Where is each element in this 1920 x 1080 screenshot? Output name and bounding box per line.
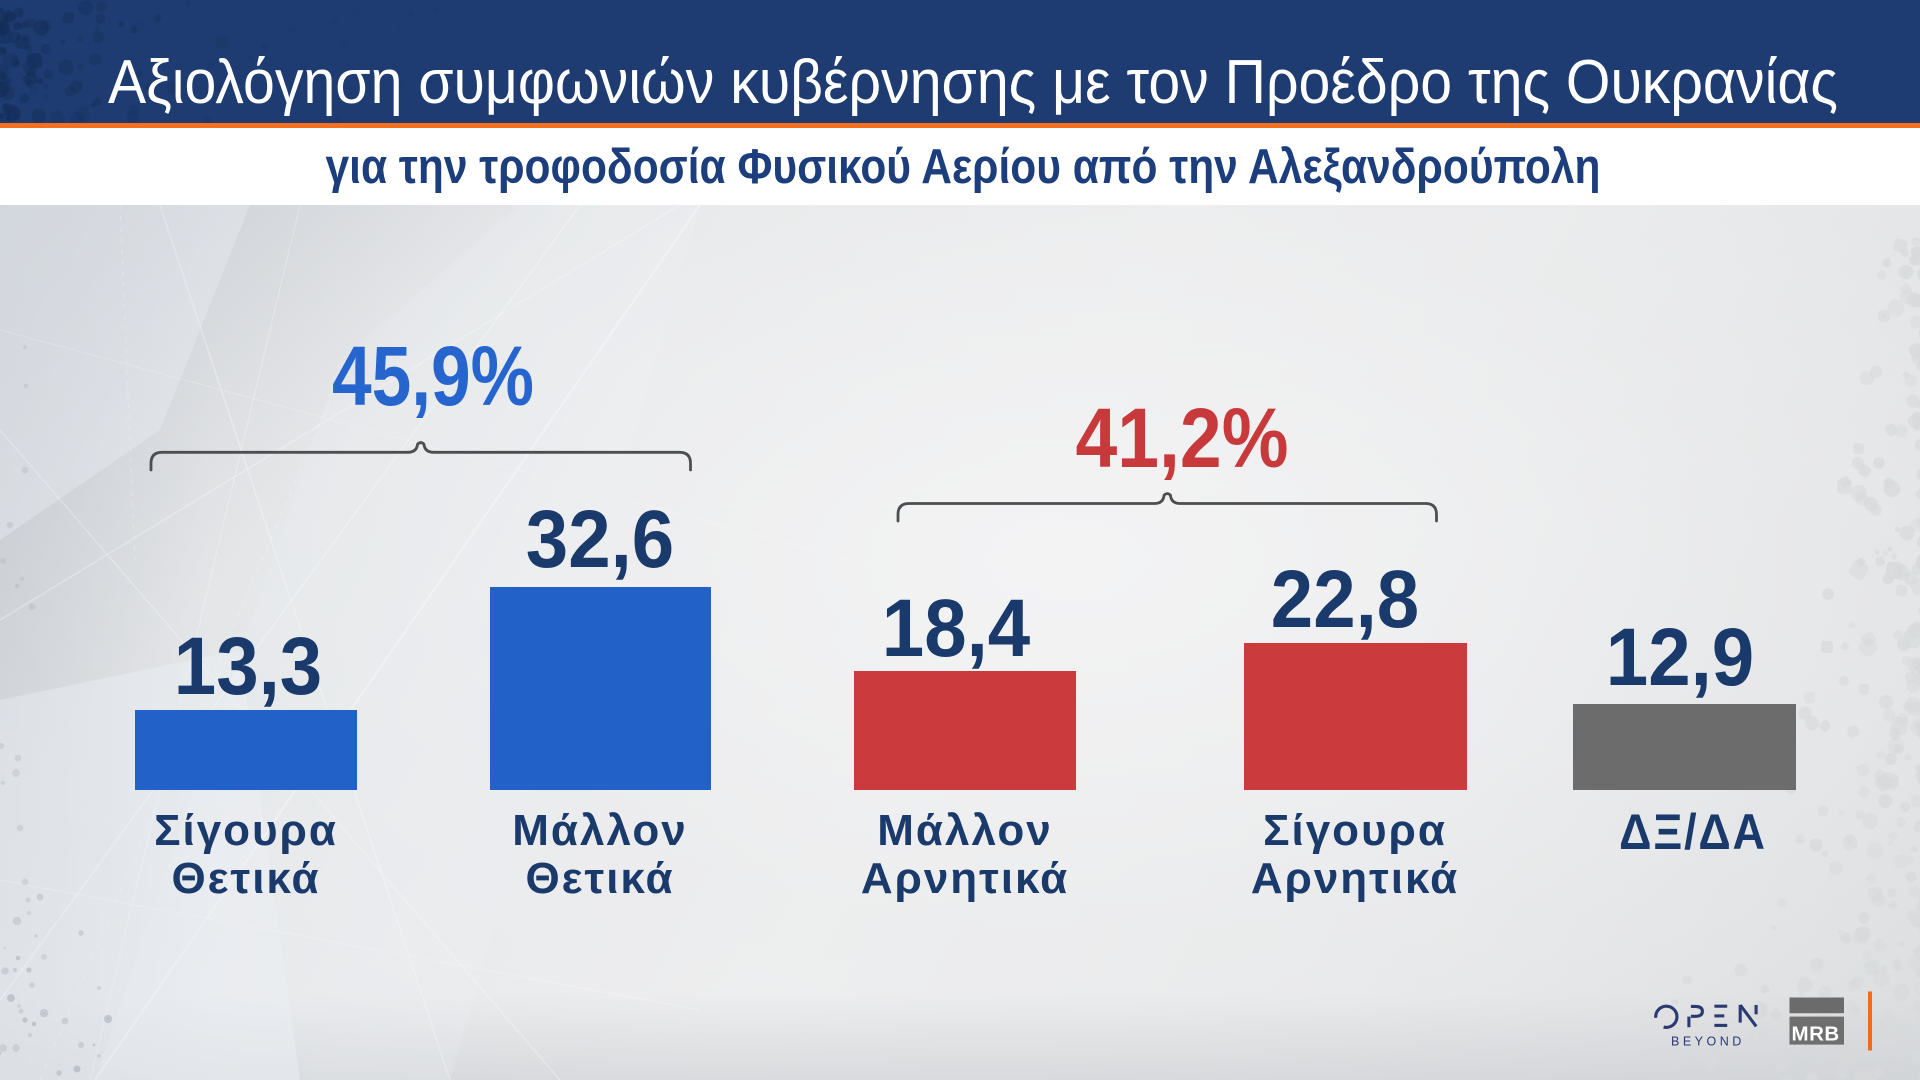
svg-text:BEYOND: BEYOND xyxy=(1671,1035,1745,1049)
svg-text:MRB: MRB xyxy=(1792,1023,1840,1046)
